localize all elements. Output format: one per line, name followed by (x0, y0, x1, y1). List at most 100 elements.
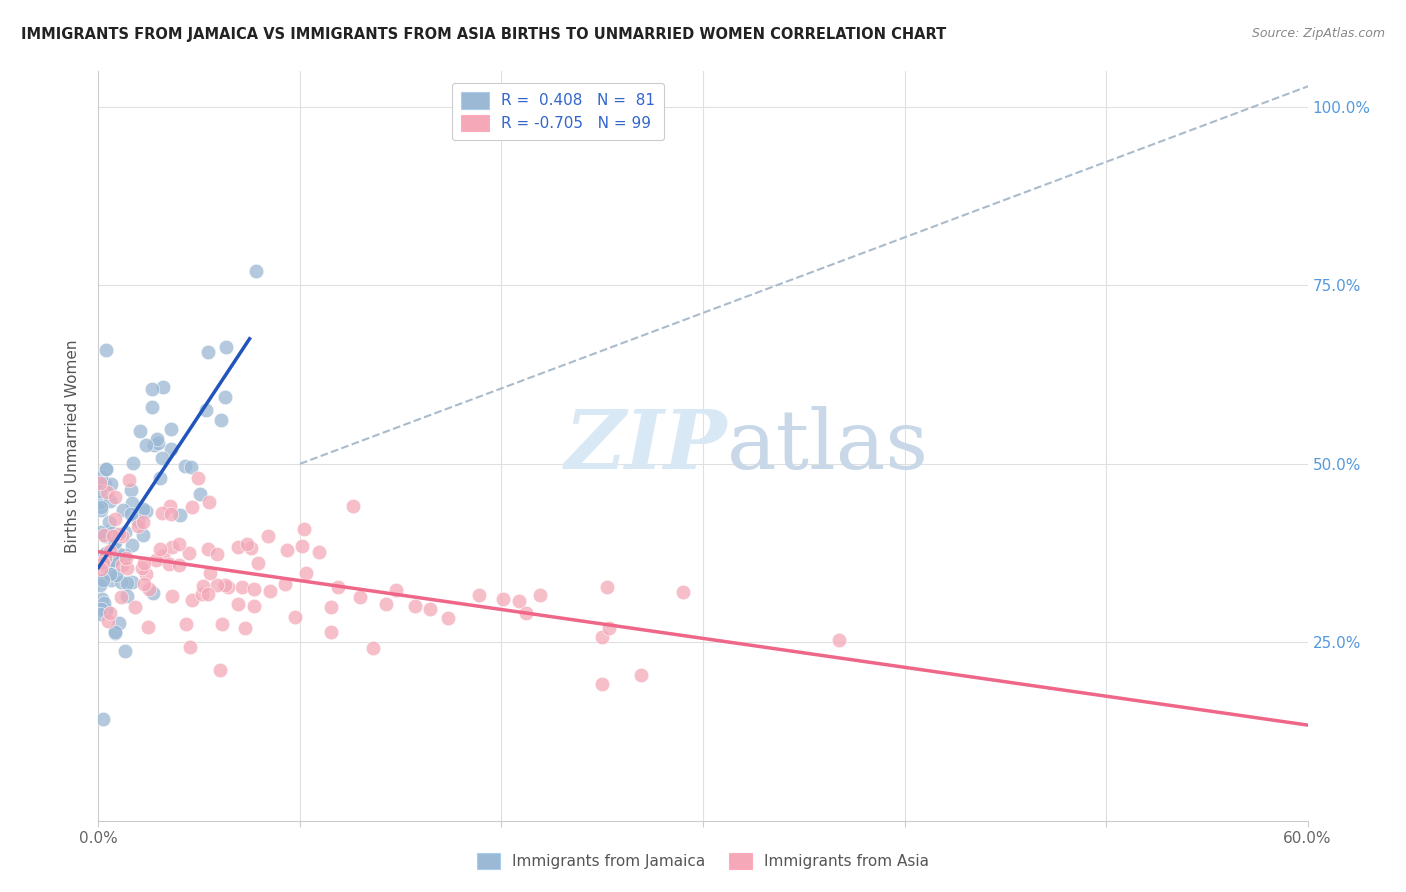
Point (188, 486, 211, 500)
Point (596, 580, 619, 594)
Point (110, 590, 132, 604)
Point (132, 527, 155, 541)
Point (112, 503, 135, 517)
Point (1337, 720, 1360, 734)
Point (90, 562, 112, 576)
Point (90, 470, 112, 484)
Point (598, 621, 620, 635)
Point (98, 544, 121, 558)
Point (115, 560, 138, 574)
Point (90, 601, 112, 615)
Point (115, 589, 138, 603)
Point (96, 524, 118, 539)
Point (121, 496, 143, 510)
Point (209, 413, 232, 427)
Point (121, 507, 143, 521)
Point (131, 561, 153, 575)
Point (828, 632, 851, 647)
Point (114, 548, 136, 562)
Point (118, 473, 141, 487)
Point (129, 424, 152, 438)
Point (152, 549, 174, 563)
Point (160, 508, 183, 522)
Point (94, 529, 117, 543)
Point (245, 264, 267, 278)
Point (179, 640, 201, 654)
Point (197, 345, 219, 359)
Point (90, 592, 112, 607)
Point (174, 458, 197, 473)
Point (103, 529, 125, 543)
Point (508, 594, 530, 608)
Point (132, 556, 155, 570)
Point (96, 485, 118, 500)
Point (319, 599, 342, 614)
Point (89, 475, 111, 490)
Point (211, 617, 233, 632)
Point (630, 668, 652, 682)
Point (231, 580, 253, 594)
Point (127, 515, 149, 529)
Point (93, 528, 115, 542)
Point (149, 471, 172, 485)
Point (108, 615, 131, 630)
Point (328, 580, 350, 594)
Point (94, 461, 117, 475)
Point (198, 566, 221, 581)
Point (143, 437, 166, 451)
Point (160, 589, 183, 603)
Point (468, 588, 491, 602)
Point (529, 588, 551, 602)
Point (120, 483, 142, 497)
Point (103, 534, 125, 549)
Point (100, 477, 122, 491)
Point (89, 578, 111, 592)
Point (157, 557, 180, 571)
Point (174, 616, 197, 631)
Point (148, 436, 170, 450)
Point (159, 499, 181, 513)
Point (91, 557, 114, 571)
Point (214, 578, 236, 592)
Point (115, 551, 138, 566)
Point (132, 502, 155, 516)
Point (135, 438, 157, 452)
Point (152, 451, 174, 466)
Point (295, 566, 318, 580)
Point (149, 542, 172, 557)
Point (160, 442, 183, 456)
Point (145, 553, 167, 567)
Point (100, 555, 122, 569)
Point (121, 456, 143, 470)
Point (274, 577, 297, 591)
Point (239, 541, 262, 555)
Point (152, 380, 174, 394)
Point (141, 382, 163, 396)
Point (284, 610, 307, 624)
Point (160, 540, 183, 554)
Point (97, 614, 120, 628)
Point (98, 606, 121, 620)
Point (191, 587, 214, 601)
Point (100, 494, 122, 508)
Point (181, 500, 204, 514)
Point (214, 340, 236, 354)
Point (89, 607, 111, 622)
Point (127, 519, 149, 533)
Point (111, 558, 134, 573)
Point (276, 542, 298, 557)
Point (124, 599, 146, 614)
Point (135, 504, 157, 518)
Point (259, 584, 281, 599)
Point (90, 500, 112, 514)
Point (98, 515, 121, 529)
Point (167, 536, 190, 550)
Point (291, 539, 314, 553)
Point (108, 547, 131, 561)
Point (193, 579, 215, 593)
Text: atlas: atlas (727, 406, 929, 486)
Point (187, 471, 209, 485)
Point (208, 663, 231, 677)
Point (159, 421, 181, 435)
Point (226, 597, 249, 611)
